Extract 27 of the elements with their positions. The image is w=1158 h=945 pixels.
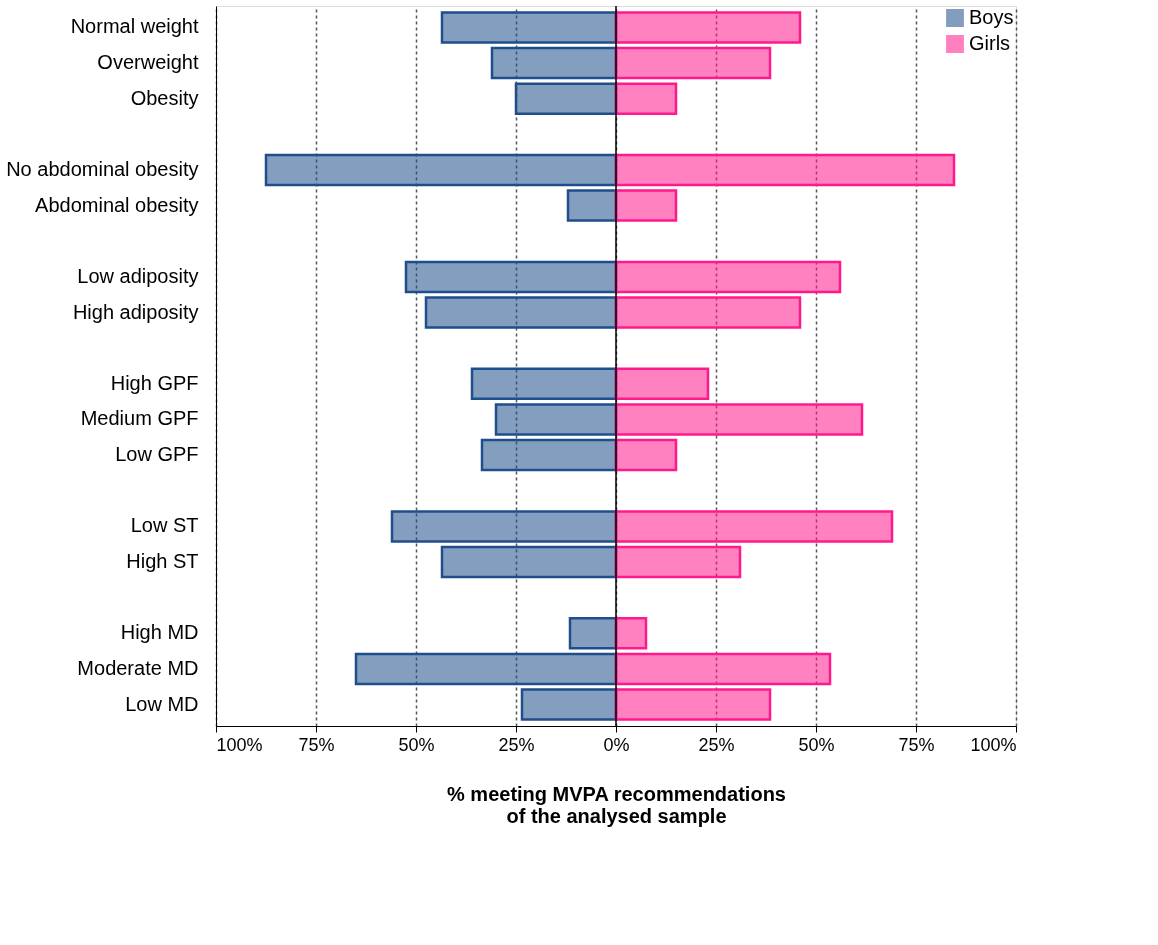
- y-tick-label: Low MD: [125, 692, 199, 715]
- y-tick-label: No abdominal obesity: [6, 157, 199, 180]
- y-tick-label: Abdominal obesity: [35, 193, 199, 216]
- legend-label: Boys: [969, 6, 1014, 28]
- y-tick-label: Low ST: [130, 514, 199, 537]
- x-tick-label: 0%: [603, 734, 630, 755]
- y-tick-label: Medium GPF: [80, 407, 199, 430]
- legend-label: Girls: [969, 32, 1011, 54]
- x-axis-title: % meeting MVPA recommendations of the analysed sample: [447, 782, 786, 827]
- x-tick-label: 100%: [216, 734, 263, 755]
- x-tick-label: 75%: [298, 734, 335, 755]
- y-tick-label: Low adiposity: [77, 264, 199, 287]
- x-tick-label: 50%: [398, 734, 435, 755]
- x-tick-label: 75%: [898, 734, 935, 755]
- x-tick-label: 25%: [698, 734, 735, 755]
- y-tick-label: Overweight: [97, 51, 199, 74]
- x-tick-label: 100%: [970, 734, 1017, 755]
- y-tick-label: High adiposity: [72, 300, 199, 323]
- x-tick-label: 50%: [798, 734, 835, 755]
- x-tick-label: 25%: [498, 734, 535, 755]
- y-tick-label: Normal weight: [70, 15, 199, 38]
- y-tick-label: Moderate MD: [77, 656, 199, 679]
- y-tick-label: Low GPF: [115, 443, 199, 466]
- y-tick-label: High MD: [120, 621, 199, 644]
- y-tick-label: High ST: [126, 550, 199, 573]
- y-tick-label: Obesity: [130, 86, 199, 109]
- y-tick-label: High GPF: [110, 371, 199, 394]
